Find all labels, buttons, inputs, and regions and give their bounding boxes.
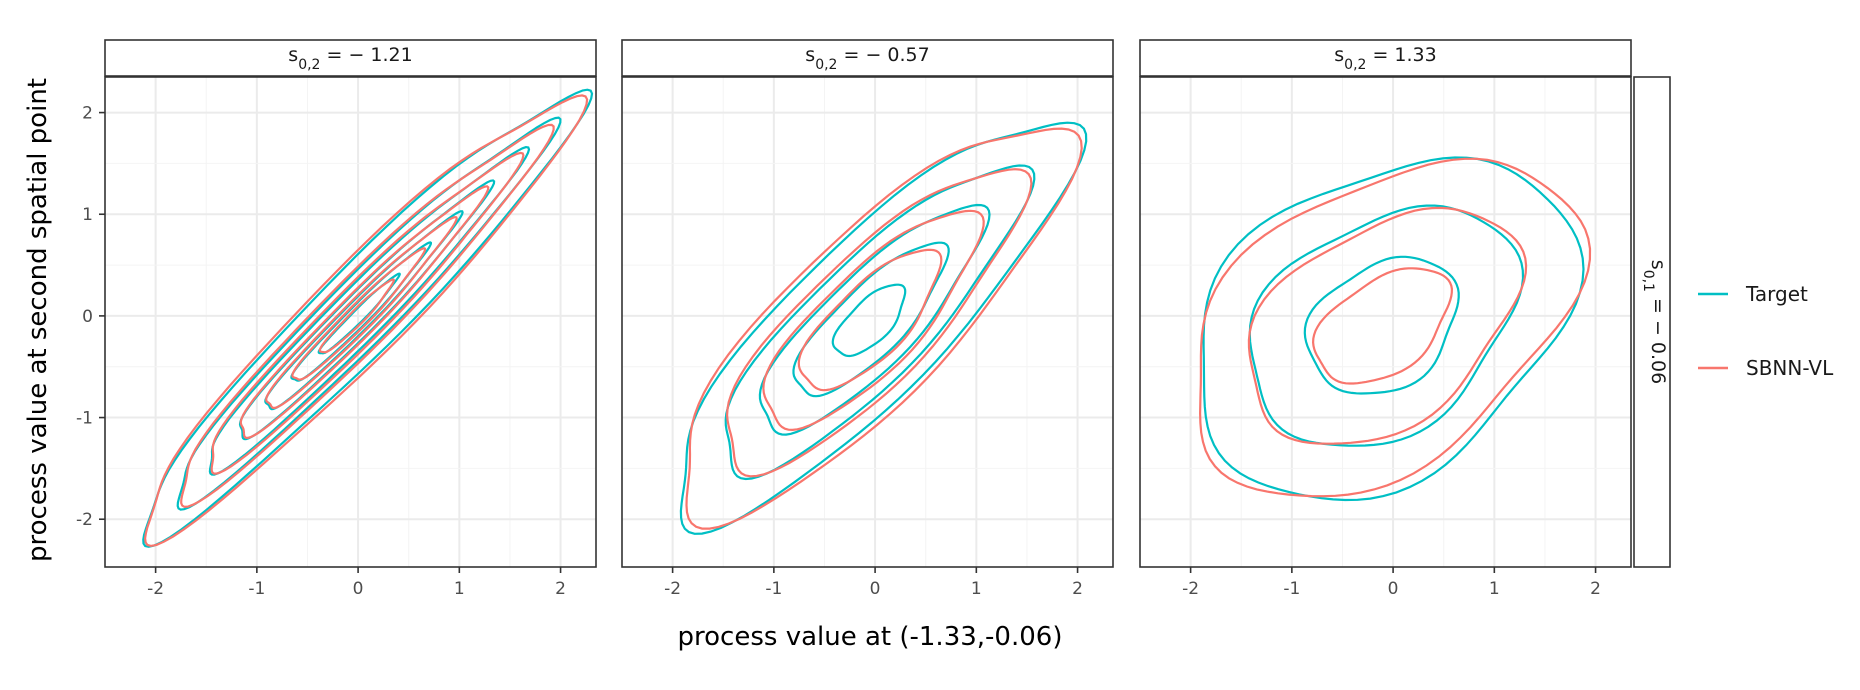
facet-panel-2: s0,2 = − 0.57-2 -1 0 1 2	[621, 39, 1114, 599]
y-tick-label: 2	[82, 104, 93, 124]
x-tick-label: -1	[765, 579, 782, 599]
row-strip-box	[1633, 76, 1671, 568]
contour-target	[1202, 156, 1585, 502]
y-axis-title: process value at second spatial point	[23, 78, 53, 562]
x-tick-label: 2	[555, 579, 566, 599]
panel-border	[104, 76, 597, 568]
x-tick-label: -2	[147, 579, 164, 599]
y-tick-label: 0	[82, 307, 93, 327]
x-tick-label: 1	[1489, 579, 1500, 599]
contour-sbnn-vl	[725, 168, 1033, 478]
legend: Target SBNN-VL	[1698, 282, 1834, 380]
panel-border	[1139, 76, 1632, 568]
legend-label-sbnn: SBNN-VL	[1746, 356, 1834, 380]
contour-sbnn-vl	[762, 209, 985, 432]
contour-sbnn-vl	[265, 215, 458, 409]
contour-sbnn-vl	[318, 278, 396, 354]
x-tick-label: -1	[248, 579, 265, 599]
contour-sbnn-vl	[685, 127, 1083, 530]
x-tick-label: 0	[353, 579, 364, 599]
y-tick-label: -2	[76, 510, 93, 530]
contour-sbnn-vl	[143, 94, 589, 548]
facet-strip	[104, 39, 597, 77]
contour-sbnn-vl	[797, 248, 943, 392]
x-tick-label: -2	[1182, 579, 1199, 599]
x-axis-title: process value at (-1.33,-0.06)	[678, 622, 1063, 652]
panel-background	[1140, 77, 1631, 567]
contour-target	[1248, 204, 1525, 447]
x-tick-label: 0	[870, 579, 881, 599]
x-tick-label: 2	[1072, 579, 1083, 599]
contour-target	[679, 121, 1088, 535]
panel-background	[622, 77, 1113, 567]
legend-label-target: Target	[1745, 282, 1808, 306]
contour-sbnn-vl	[210, 151, 525, 475]
facet-strip	[621, 39, 1114, 77]
x-tick-label: -1	[1283, 579, 1300, 599]
contour-sbnn-vl	[1311, 267, 1454, 385]
contour-sbnn-vl	[180, 123, 555, 508]
contour-target	[758, 203, 991, 436]
facet-strip	[1139, 39, 1632, 77]
x-tick-label: 2	[1590, 579, 1601, 599]
x-tick-label: 1	[454, 579, 465, 599]
contour-sbnn-vl	[1247, 206, 1528, 445]
contour-sbnn-vl	[239, 185, 490, 440]
panel-border	[621, 76, 1114, 568]
contour-target	[831, 283, 907, 358]
row-strip: s0,1 = − 0.06	[1633, 76, 1671, 568]
x-tick-label: 1	[971, 579, 982, 599]
contour-target	[1303, 255, 1460, 395]
contour-target	[724, 164, 1036, 481]
contour-sbnn-vl	[1198, 157, 1592, 498]
facet-panel-3: s0,2 = 1.33-2 -1 0 1 2	[1139, 39, 1632, 599]
contour-sbnn-vl	[291, 247, 427, 381]
x-tick-label: -2	[664, 579, 681, 599]
y-tick-label: -1	[76, 409, 93, 429]
x-tick-label: 0	[1388, 579, 1399, 599]
y-tick-label: 1	[82, 205, 93, 225]
panel-background	[105, 77, 596, 567]
contour-target	[208, 145, 531, 476]
